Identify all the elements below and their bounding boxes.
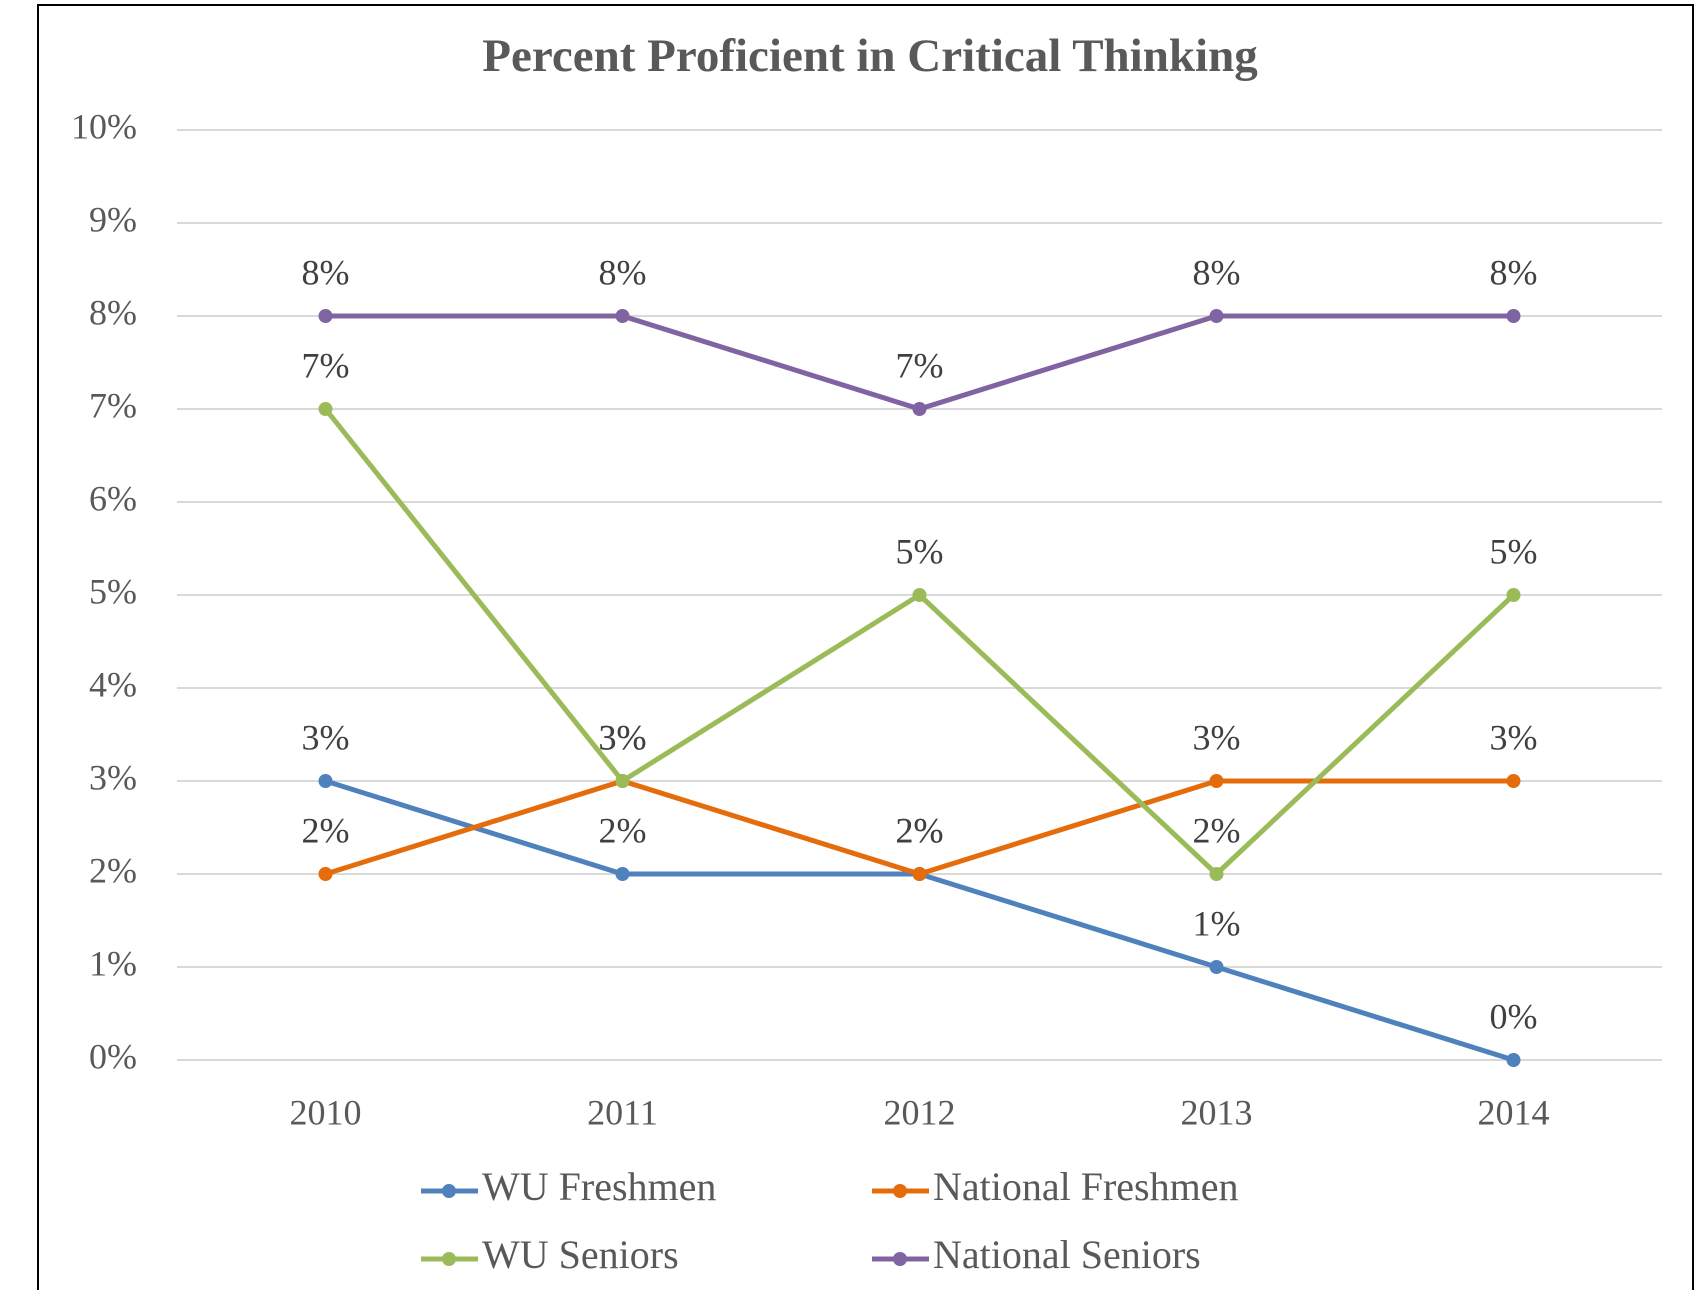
data-label: 2%: [302, 810, 350, 850]
data-point: [1209, 867, 1224, 881]
data-label: 2%: [896, 810, 944, 850]
y-tick-label: 5%: [89, 571, 137, 611]
legend-label: WU Freshmen: [482, 1164, 716, 1209]
data-label: 5%: [1490, 531, 1538, 571]
data-point: [912, 402, 927, 416]
chart-title: Percent Proficient in Critical Thinking: [482, 30, 1258, 82]
data-label: 8%: [1193, 252, 1241, 292]
x-tick-label: 2011: [587, 1092, 658, 1132]
data-point: [615, 867, 630, 881]
data-point: [615, 309, 630, 323]
data-label: 5%: [896, 531, 944, 571]
legend-label: WU Seniors: [482, 1232, 679, 1277]
legend-label: National Freshmen: [933, 1164, 1239, 1209]
data-point: [1506, 1053, 1521, 1067]
data-point: [318, 309, 333, 323]
data-label: 0%: [1490, 996, 1538, 1036]
legend-label: National Seniors: [933, 1232, 1201, 1277]
y-tick-label: 1%: [89, 943, 137, 983]
data-point: [318, 867, 333, 881]
data-label: 7%: [302, 345, 350, 385]
legend-marker: [442, 1252, 456, 1266]
data-label: 3%: [599, 717, 647, 757]
data-label: 3%: [599, 717, 647, 757]
legend-marker: [442, 1184, 456, 1198]
data-point: [1506, 588, 1521, 602]
data-label: 3%: [1490, 717, 1538, 757]
x-tick-label: 2010: [290, 1092, 362, 1132]
data-point: [318, 402, 333, 416]
data-point: [1209, 309, 1224, 323]
x-tick-label: 2012: [884, 1092, 956, 1132]
data-point: [615, 774, 630, 788]
data-label: 3%: [1193, 717, 1241, 757]
x-tick-label: 2014: [1478, 1092, 1550, 1132]
legend-marker: [893, 1252, 907, 1266]
y-tick-label: 0%: [89, 1036, 137, 1076]
data-label: 8%: [1490, 252, 1538, 292]
y-tick-label: 2%: [89, 850, 137, 890]
data-label: 2%: [1193, 810, 1241, 850]
data-point: [318, 774, 333, 788]
y-tick-label: 10%: [71, 106, 137, 146]
data-label: 7%: [896, 345, 944, 385]
data-point: [1506, 774, 1521, 788]
chart-border: [37, 4, 1694, 1290]
y-tick-label: 3%: [89, 757, 137, 797]
data-label: 2%: [896, 810, 944, 850]
y-tick-label: 4%: [89, 664, 137, 704]
data-label: 8%: [599, 252, 647, 292]
data-point: [1209, 960, 1224, 974]
data-point: [912, 867, 927, 881]
y-tick-label: 9%: [89, 199, 137, 239]
data-point: [1209, 774, 1224, 788]
data-label: 3%: [302, 717, 350, 757]
y-tick-label: 7%: [89, 385, 137, 425]
legend-marker: [893, 1184, 907, 1198]
data-label: 1%: [1193, 903, 1241, 943]
data-label: 8%: [302, 252, 350, 292]
data-point: [912, 588, 927, 602]
data-label: 2%: [599, 810, 647, 850]
x-tick-label: 2013: [1181, 1092, 1253, 1132]
data-point: [1506, 309, 1521, 323]
y-tick-label: 8%: [89, 292, 137, 332]
y-tick-label: 6%: [89, 478, 137, 518]
